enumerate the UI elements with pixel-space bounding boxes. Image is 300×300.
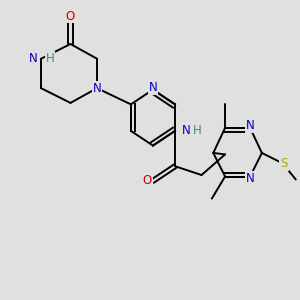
Text: N: N <box>29 52 38 65</box>
Text: S: S <box>280 157 288 170</box>
Text: N: N <box>246 119 254 132</box>
Text: O: O <box>66 10 75 22</box>
Text: H: H <box>193 124 202 137</box>
Text: N: N <box>93 82 101 95</box>
Text: N: N <box>246 172 254 185</box>
Text: O: O <box>142 174 152 188</box>
Text: N: N <box>182 124 190 137</box>
Text: H: H <box>46 52 55 65</box>
Text: N: N <box>148 81 157 94</box>
